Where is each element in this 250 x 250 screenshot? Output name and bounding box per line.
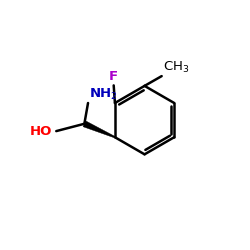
Text: F: F xyxy=(109,70,118,84)
Text: NH$_2$: NH$_2$ xyxy=(89,87,118,102)
Text: CH$_3$: CH$_3$ xyxy=(163,60,189,75)
Text: HO: HO xyxy=(30,124,52,138)
Polygon shape xyxy=(83,121,115,138)
